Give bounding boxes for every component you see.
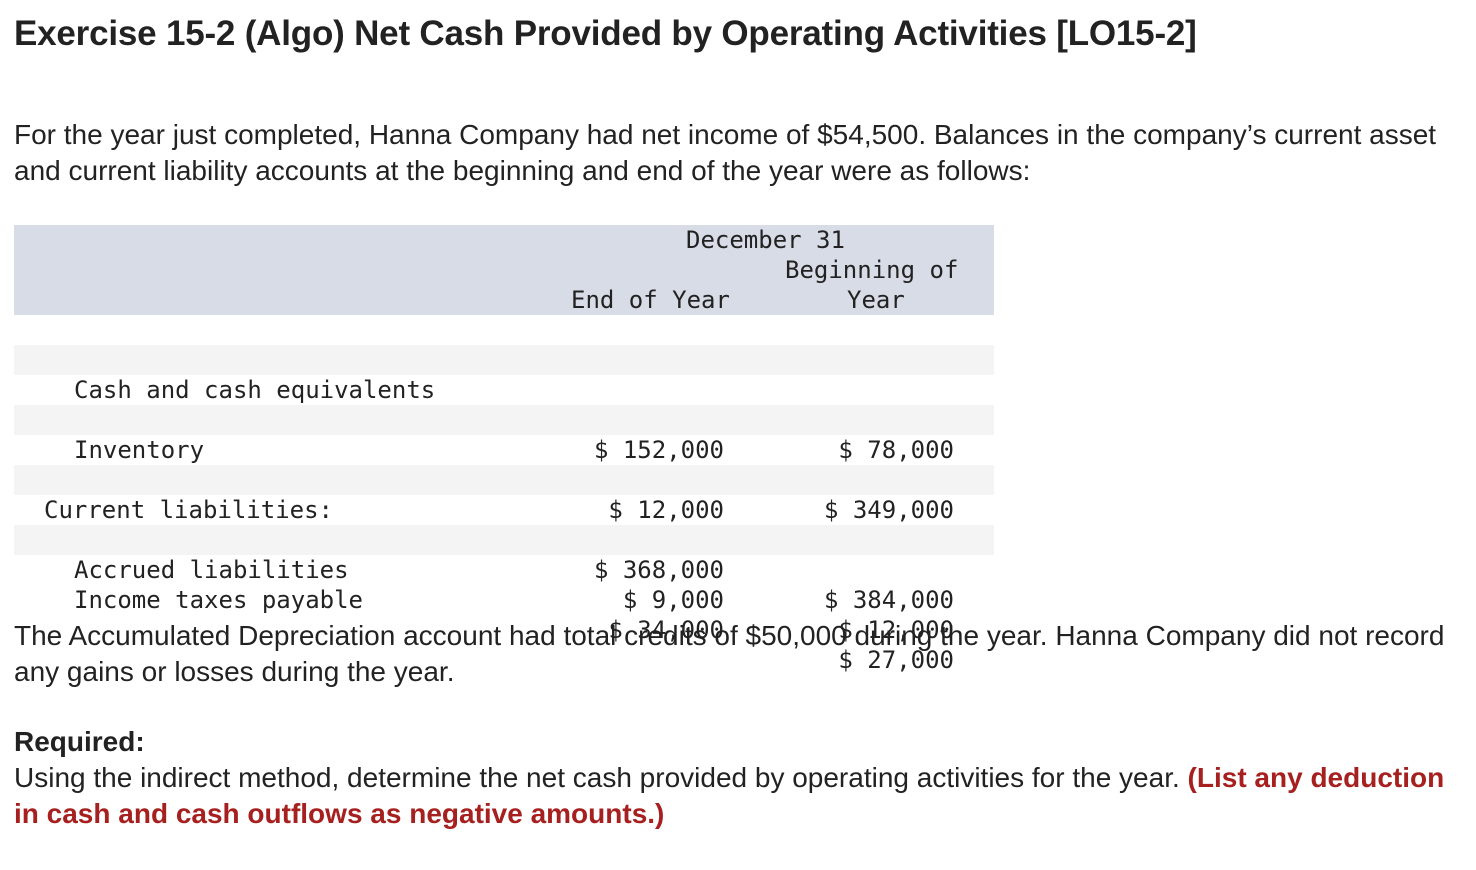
required-note: (List any deduction in cash and cash out… [14, 762, 1445, 829]
table-row: Prepaid expenses $ 12,000 $ 14,000 [14, 435, 994, 554]
end-of-year-value: $ 9,000 [622, 586, 724, 614]
section-heading-current-liabilities: Current liabilities: [14, 465, 994, 524]
table-row: Accounts receivable $ 152,000 $ 186,000 [14, 375, 994, 494]
table-row: Accrued liabilities $ 9,000 $ 12,000 [14, 525, 994, 644]
beginning-of-year-value: $ 384,000 [823, 586, 954, 614]
table-row: Inventory $ 445,000 $ 349,000 [14, 405, 994, 524]
exercise-title: Exercise 15-2 (Algo) Net Cash Provided b… [14, 14, 1197, 53]
table-row: Income taxes payable $ 34,000 $ 27,000 [14, 555, 994, 674]
row-label: Inventory [74, 436, 205, 464]
required-heading: Required: [14, 726, 145, 757]
end-of-year-value: $ 34,000 [608, 616, 724, 644]
balances-table: December 31 Beginning of End of Year Yea… [14, 225, 994, 674]
table-row: Accounts payable $ 368,000 $ 384,000 [14, 495, 994, 614]
header-beginning-line2: Year [847, 286, 905, 314]
depreciation-paragraph: The Accumulated Depreciation account had… [14, 620, 1445, 687]
intro-paragraph: For the year just completed, Hanna Compa… [14, 119, 1437, 186]
end-of-year-value: $ 368,000 [593, 556, 724, 584]
row-label: Income taxes payable [74, 586, 363, 614]
beginning-of-year-value: $ 12,000 [838, 616, 954, 644]
required-instructions: Using the indirect method, determine the… [14, 760, 1454, 832]
header-beginning-line1: Beginning of [785, 256, 959, 284]
header-end-of-year: End of Year [571, 286, 730, 314]
table-row: Cash and cash equivalents $ 57,000 $ 78,… [14, 345, 994, 464]
table-header: December 31 Beginning of End of Year Yea… [14, 225, 994, 315]
row-label: Cash and cash equivalents [74, 376, 436, 404]
beginning-of-year-value: $ 27,000 [838, 646, 954, 674]
section-heading-current-assets: Current assets: [14, 315, 994, 374]
end-of-year-value: $ 12,000 [608, 496, 724, 524]
required-text: Using the indirect method, determine the… [14, 762, 1188, 793]
header-group-december-31: December 31 [686, 226, 845, 254]
beginning-of-year-value: $ 78,000 [838, 436, 954, 464]
row-label: Accrued liabilities [74, 556, 349, 584]
end-of-year-value: $ 152,000 [593, 436, 724, 464]
beginning-of-year-value: $ 349,000 [823, 496, 954, 524]
